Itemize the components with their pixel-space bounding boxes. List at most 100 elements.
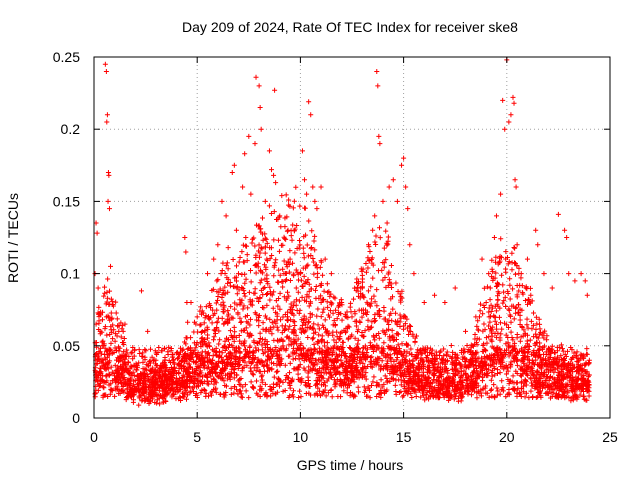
data-point	[578, 271, 584, 277]
data-point	[190, 373, 196, 379]
data-point	[192, 381, 198, 387]
data-point	[572, 278, 578, 284]
data-point	[171, 361, 177, 367]
data-point	[134, 381, 140, 387]
data-point	[156, 372, 162, 378]
data-point	[515, 386, 521, 392]
data-point	[228, 385, 234, 391]
data-point	[247, 355, 253, 361]
data-point	[452, 379, 458, 385]
data-point	[490, 275, 496, 281]
data-point	[337, 336, 343, 342]
data-point	[367, 249, 373, 255]
data-point	[524, 322, 530, 328]
data-point	[174, 356, 180, 362]
data-point	[288, 228, 294, 234]
data-point	[157, 401, 163, 407]
data-point	[534, 369, 540, 375]
data-point	[403, 184, 409, 190]
data-point	[335, 354, 341, 360]
data-point	[136, 395, 142, 401]
data-point	[417, 348, 423, 354]
data-point	[582, 369, 588, 375]
data-point	[483, 383, 489, 389]
chart-title: Day 209 of 2024, Rate Of TEC Index for r…	[182, 19, 518, 35]
data-point	[308, 286, 314, 292]
data-point	[161, 374, 167, 380]
data-point	[313, 283, 319, 289]
data-point	[100, 309, 106, 315]
data-point	[576, 376, 582, 382]
data-point	[497, 391, 503, 397]
data-point	[416, 360, 422, 366]
data-point	[446, 397, 452, 403]
data-point	[384, 376, 390, 382]
data-point	[272, 262, 278, 268]
data-point	[487, 319, 493, 325]
data-point	[496, 358, 502, 364]
data-point	[466, 358, 472, 364]
data-point	[529, 298, 535, 304]
data-point	[329, 300, 335, 306]
data-point	[496, 290, 502, 296]
data-point	[461, 384, 467, 390]
data-point	[248, 191, 254, 197]
data-point	[237, 255, 243, 261]
data-point	[420, 358, 426, 364]
data-point	[351, 347, 357, 353]
data-point	[275, 303, 281, 309]
data-point	[346, 362, 352, 368]
data-point	[512, 271, 518, 277]
data-point	[533, 227, 539, 233]
data-point	[338, 297, 344, 303]
data-point	[417, 366, 423, 372]
data-point	[305, 262, 311, 268]
data-point	[112, 393, 118, 399]
data-point	[132, 347, 138, 353]
data-point	[231, 338, 237, 344]
data-point	[322, 256, 328, 262]
data-point	[517, 312, 523, 318]
data-point	[101, 385, 107, 391]
data-point	[284, 228, 290, 234]
data-point	[201, 386, 207, 392]
data-point	[253, 74, 259, 80]
data-point	[387, 370, 393, 376]
data-point	[508, 329, 514, 335]
data-point	[586, 393, 592, 399]
data-point	[389, 284, 395, 290]
data-point	[276, 383, 282, 389]
data-point	[332, 382, 338, 388]
data-point	[271, 273, 277, 279]
data-point	[272, 87, 278, 93]
data-point	[577, 392, 583, 398]
data-point	[560, 346, 566, 352]
data-point	[410, 374, 416, 380]
data-point	[287, 370, 293, 376]
data-point	[528, 376, 534, 382]
y-tick-label: 0.25	[53, 49, 80, 65]
data-point	[163, 374, 169, 380]
data-point	[491, 345, 497, 351]
data-point	[238, 300, 244, 306]
data-point	[312, 357, 318, 363]
data-point	[378, 394, 384, 400]
data-point	[288, 338, 294, 344]
data-point	[183, 396, 189, 402]
data-point	[455, 371, 461, 377]
data-point	[214, 320, 220, 326]
data-point	[309, 336, 315, 342]
data-point	[281, 258, 287, 264]
data-point	[586, 360, 592, 366]
data-point	[171, 392, 177, 398]
data-point	[309, 368, 315, 374]
data-point	[152, 378, 158, 384]
data-point	[290, 205, 296, 211]
data-point	[325, 289, 331, 295]
data-point	[136, 360, 142, 366]
data-point	[209, 357, 215, 363]
data-point	[112, 338, 118, 344]
data-point	[376, 335, 382, 341]
data-point	[128, 363, 134, 369]
data-point	[252, 262, 258, 268]
